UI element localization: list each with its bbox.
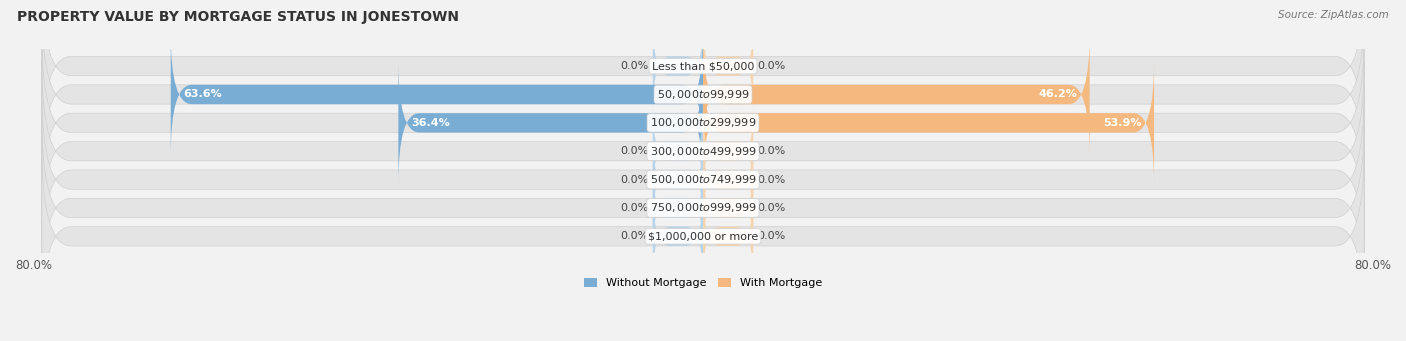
FancyBboxPatch shape — [42, 118, 1364, 298]
Text: 0.0%: 0.0% — [620, 231, 648, 241]
Text: 0.0%: 0.0% — [620, 61, 648, 71]
Legend: Without Mortgage, With Mortgage: Without Mortgage, With Mortgage — [579, 273, 827, 293]
Text: $500,000 to $749,999: $500,000 to $749,999 — [650, 173, 756, 186]
Text: 0.0%: 0.0% — [758, 61, 786, 71]
Text: 0.0%: 0.0% — [758, 146, 786, 156]
FancyBboxPatch shape — [703, 62, 1154, 184]
Text: $50,000 to $99,999: $50,000 to $99,999 — [657, 88, 749, 101]
FancyBboxPatch shape — [652, 19, 703, 113]
Text: PROPERTY VALUE BY MORTGAGE STATUS IN JONESTOWN: PROPERTY VALUE BY MORTGAGE STATUS IN JON… — [17, 10, 458, 24]
Text: $750,000 to $999,999: $750,000 to $999,999 — [650, 202, 756, 214]
FancyBboxPatch shape — [652, 189, 703, 283]
FancyBboxPatch shape — [42, 5, 1364, 184]
FancyBboxPatch shape — [703, 133, 754, 227]
Text: Less than $50,000: Less than $50,000 — [652, 61, 754, 71]
FancyBboxPatch shape — [42, 62, 1364, 241]
FancyBboxPatch shape — [703, 19, 754, 113]
FancyBboxPatch shape — [42, 33, 1364, 212]
Text: 0.0%: 0.0% — [758, 175, 786, 184]
FancyBboxPatch shape — [652, 133, 703, 227]
Text: 53.9%: 53.9% — [1104, 118, 1142, 128]
Text: $100,000 to $299,999: $100,000 to $299,999 — [650, 116, 756, 129]
Text: 36.4%: 36.4% — [411, 118, 450, 128]
FancyBboxPatch shape — [398, 62, 703, 184]
FancyBboxPatch shape — [703, 161, 754, 255]
FancyBboxPatch shape — [703, 189, 754, 283]
FancyBboxPatch shape — [652, 104, 703, 198]
Text: 0.0%: 0.0% — [620, 175, 648, 184]
FancyBboxPatch shape — [652, 161, 703, 255]
Text: 0.0%: 0.0% — [758, 231, 786, 241]
Text: $1,000,000 or more: $1,000,000 or more — [648, 231, 758, 241]
Text: 0.0%: 0.0% — [620, 146, 648, 156]
Text: 0.0%: 0.0% — [758, 203, 786, 213]
FancyBboxPatch shape — [703, 104, 754, 198]
Text: Source: ZipAtlas.com: Source: ZipAtlas.com — [1278, 10, 1389, 20]
FancyBboxPatch shape — [42, 0, 1364, 156]
Text: $300,000 to $499,999: $300,000 to $499,999 — [650, 145, 756, 158]
Text: 63.6%: 63.6% — [183, 89, 222, 100]
FancyBboxPatch shape — [170, 33, 703, 156]
Text: 46.2%: 46.2% — [1038, 89, 1077, 100]
FancyBboxPatch shape — [42, 90, 1364, 269]
FancyBboxPatch shape — [42, 147, 1364, 326]
FancyBboxPatch shape — [703, 33, 1090, 156]
Text: 0.0%: 0.0% — [620, 203, 648, 213]
